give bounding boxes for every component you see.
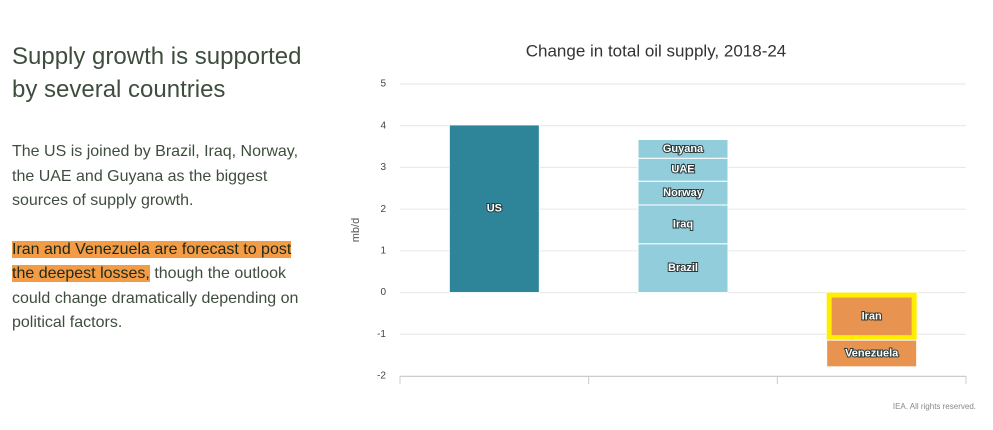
bar-segment xyxy=(637,138,729,159)
segment-label: Iraq xyxy=(673,218,693,230)
segment-label: Venezuela xyxy=(845,347,899,359)
text: though the outlook could change dramatic… xyxy=(12,265,299,331)
y-tick-label: 3 xyxy=(380,162,386,173)
y-tick-label: 5 xyxy=(380,79,386,90)
y-axis-label: mb/d xyxy=(350,218,362,242)
segment-label: US xyxy=(487,203,502,215)
y-tick-label: 1 xyxy=(380,245,386,256)
segment-label: Norway xyxy=(663,187,704,199)
paragraph: The US is joined by Brazil, Iraq, Norway… xyxy=(12,143,299,209)
y-tick-label: 4 xyxy=(380,120,386,131)
y-tick-label: 2 xyxy=(380,204,386,215)
bar-segment xyxy=(826,292,918,341)
segment-label: Guyana xyxy=(663,143,704,155)
segment-label: Brazil xyxy=(668,262,698,274)
heading: Supply growth is supported by several co… xyxy=(12,43,302,103)
bar-segment xyxy=(637,204,729,245)
chart-title: Change in total oil supply, 2018-24 xyxy=(526,41,787,60)
y-tick-label: -1 xyxy=(377,329,386,340)
bar-segment xyxy=(637,243,729,294)
bar-segment xyxy=(826,339,918,368)
text-panel: Supply growth is supported by several co… xyxy=(12,40,312,360)
segment-label: Iran xyxy=(862,310,882,322)
y-tick-label: -2 xyxy=(377,371,386,382)
bar-segment xyxy=(448,124,540,294)
credit: IEA. All rights reserved. xyxy=(893,402,976,411)
y-tick-label: 0 xyxy=(380,287,386,298)
paragraph: Iran and Venezuela are forecast to post … xyxy=(12,238,312,336)
highlight-border xyxy=(826,292,917,341)
segment-label: UAE xyxy=(671,164,694,176)
